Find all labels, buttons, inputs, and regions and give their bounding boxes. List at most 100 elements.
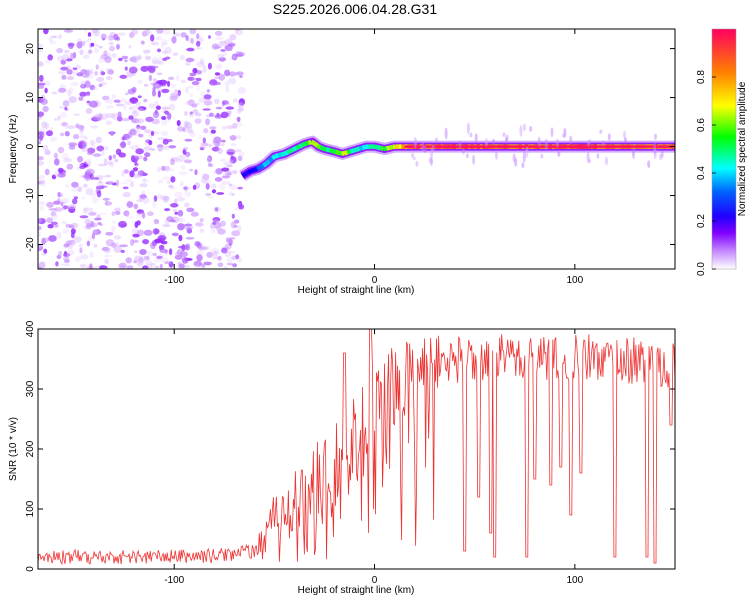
- x-tick-label: 0: [372, 575, 378, 586]
- noise-blob: [83, 54, 90, 60]
- noise-blob: [143, 145, 152, 151]
- noise-blob: [200, 246, 209, 250]
- noise-blob: [128, 45, 132, 49]
- signal-segment: [274, 153, 279, 159]
- noise-blob: [177, 154, 186, 162]
- noise-blob: [70, 188, 80, 192]
- noise-blob: [226, 125, 234, 129]
- noise-blob: [121, 97, 127, 103]
- noise-blob: [90, 42, 95, 47]
- noise-blob: [129, 145, 139, 150]
- noise-blob: [60, 59, 67, 65]
- signal-segment: [280, 151, 285, 157]
- noise-blob: [84, 173, 91, 182]
- noise-blob: [136, 79, 144, 85]
- noise-blob: [412, 156, 416, 161]
- noise-blob: [94, 29, 101, 37]
- noise-blob: [474, 133, 478, 143]
- noise-blob: [189, 168, 193, 172]
- noise-blob: [205, 118, 211, 126]
- noise-blob: [99, 265, 108, 269]
- colorbar-tick-label: 0.8: [696, 70, 707, 84]
- noise-blob: [222, 126, 228, 130]
- noise-blob: [212, 217, 221, 222]
- noise-blob: [38, 134, 44, 142]
- noise-blob: [212, 256, 219, 260]
- noise-blob: [238, 98, 245, 106]
- noise-blob: [56, 231, 62, 240]
- noise-blob: [79, 165, 86, 169]
- noise-blob: [118, 57, 123, 62]
- noise-blob: [185, 57, 195, 63]
- noise-blob: [60, 198, 70, 204]
- noise-blob: [181, 257, 189, 264]
- noise-blob: [79, 49, 84, 56]
- noise-blob: [121, 170, 125, 177]
- noise-blob: [70, 52, 74, 60]
- noise-blob: [158, 60, 164, 66]
- noise-blob: [231, 213, 235, 219]
- noise-blob: [104, 97, 110, 104]
- noise-blob: [226, 148, 236, 156]
- noise-blob: [185, 236, 195, 240]
- noise-blob: [183, 120, 189, 128]
- noise-blob: [116, 43, 120, 50]
- noise-blob: [77, 140, 87, 148]
- noise-blob: [86, 100, 90, 104]
- noise-blob: [484, 137, 488, 147]
- noise-blob: [149, 148, 156, 151]
- noise-blob: [71, 181, 79, 188]
- noise-blob: [228, 158, 234, 165]
- noise-blob: [66, 58, 73, 62]
- x-tick-label: 0: [372, 275, 378, 286]
- noise-blob: [176, 92, 181, 97]
- noise-blob: [156, 146, 164, 151]
- noise-blob: [235, 135, 242, 140]
- noise-blob: [64, 123, 69, 129]
- noise-blob: [160, 240, 168, 245]
- noise-blob: [171, 232, 179, 237]
- noise-blob: [122, 103, 127, 111]
- noise-blob: [83, 137, 89, 141]
- noise-blob: [230, 156, 237, 164]
- noise-blob: [38, 230, 41, 238]
- noise-blob: [85, 93, 90, 98]
- noise-blob: [91, 196, 99, 204]
- noise-blob: [182, 127, 187, 133]
- noise-blob: [93, 47, 99, 54]
- noise-blob: [91, 192, 97, 198]
- signal-segment: [376, 145, 382, 151]
- noise-blob: [43, 29, 49, 35]
- noise-blob: [238, 204, 245, 210]
- signal-segment: [373, 144, 379, 150]
- noise-blob: [226, 239, 234, 244]
- noise-blob: [125, 257, 132, 264]
- noise-blob: [160, 44, 165, 48]
- noise-blob: [108, 98, 113, 105]
- noise-blob: [38, 225, 42, 231]
- noise-blob: [166, 80, 171, 87]
- noise-blob: [156, 166, 161, 173]
- noise-blob: [157, 48, 161, 53]
- noise-blob: [64, 259, 70, 264]
- noise-blob: [423, 145, 427, 154]
- noise-blob: [131, 110, 140, 118]
- noise-blob: [108, 41, 114, 46]
- noise-blob: [161, 116, 167, 120]
- noise-blob: [213, 98, 220, 105]
- noise-blob: [107, 180, 115, 185]
- noise-blob: [139, 183, 148, 188]
- noise-blob: [94, 29, 100, 32]
- noise-blob: [202, 108, 211, 111]
- noise-blob: [159, 195, 168, 201]
- noise-blob: [128, 66, 138, 74]
- noise-blob: [210, 221, 217, 225]
- noise-blob: [78, 243, 84, 248]
- noise-blob: [154, 265, 160, 269]
- noise-blob: [146, 250, 153, 257]
- noise-blob: [189, 112, 195, 118]
- noise-blob: [98, 83, 103, 88]
- noise-blob: [143, 156, 148, 162]
- noise-blob: [174, 198, 178, 204]
- noise-blob: [185, 151, 191, 158]
